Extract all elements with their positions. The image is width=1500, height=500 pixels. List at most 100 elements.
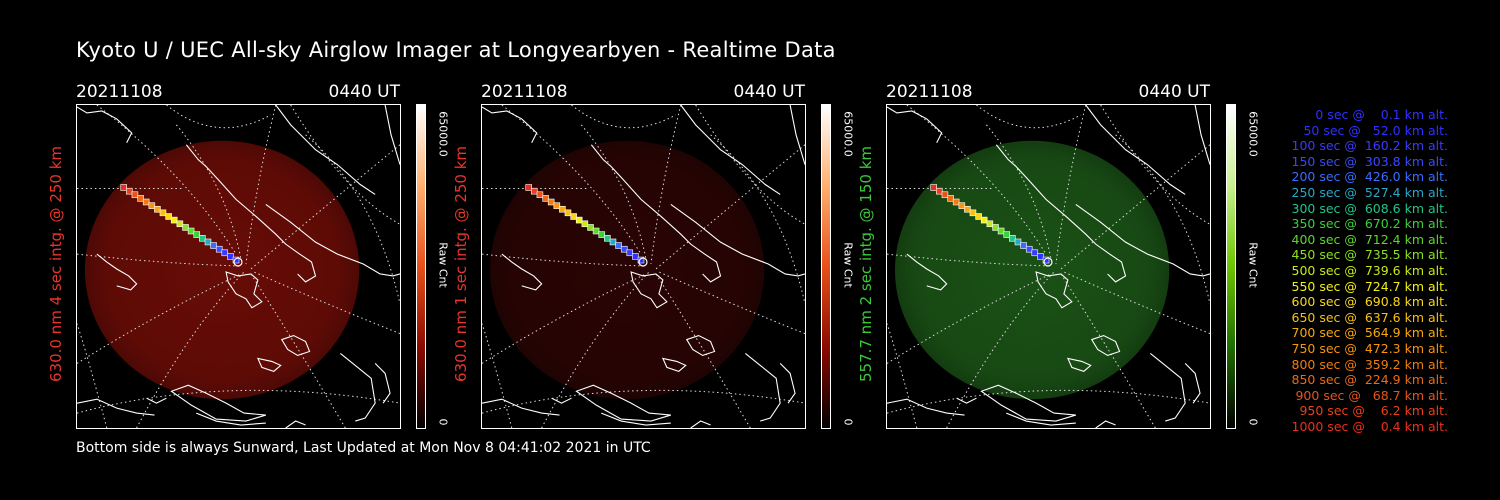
graticule-line (655, 144, 805, 270)
panel-side-label: 630.0 nm 1 sec intg. @ 250 km (452, 145, 470, 383)
panel-date: 20211108 (886, 82, 973, 102)
coastline (956, 397, 977, 404)
colorbar-min-wrap: 0 (436, 415, 450, 429)
graticule-line (976, 105, 1082, 129)
trajectory-marker (1020, 242, 1027, 249)
graticule-line (1055, 105, 1087, 265)
graticule-line (1060, 273, 1156, 428)
coastline (96, 253, 138, 291)
graticule-line (1115, 134, 1210, 304)
trajectory-marker (176, 220, 184, 228)
graticule-line (501, 105, 642, 255)
trajectory-marker (609, 238, 617, 246)
panel-date: 20211108 (76, 82, 163, 102)
launch-site-marker (638, 257, 648, 267)
colorbar-unit-wrap: Raw Cnt (841, 240, 855, 290)
colorbar-unit-wrap: Raw Cnt (436, 240, 450, 290)
coastline (1095, 420, 1116, 428)
trajectory-marker (1042, 256, 1050, 264)
coastline (501, 253, 543, 291)
graticule-line (887, 389, 1210, 414)
coastline (170, 384, 266, 422)
airglow-disk (489, 140, 765, 400)
trajectory-marker (581, 220, 589, 228)
trajectory-marker (632, 253, 639, 260)
trajectory-marker (1014, 238, 1022, 246)
trajectory-marker (587, 224, 594, 231)
trajectory-marker (637, 256, 645, 264)
footer-note: Bottom side is always Sunward, Last Upda… (76, 440, 651, 456)
page-title: Kyoto U / UEC All-sky Airglow Imager at … (76, 38, 836, 62)
legend-row: 400 sec @ 712.4 km alt. (1291, 231, 1448, 247)
coastline (482, 106, 538, 144)
colorbar-max-wrap: 65000.0 (436, 104, 450, 164)
graticule-line (245, 105, 277, 265)
legend-row: 800 sec @ 359.2 km alt. (1291, 356, 1448, 372)
coastline (1035, 271, 1073, 309)
trajectory-marker (975, 213, 982, 220)
trajectory-marker (154, 205, 161, 213)
coastline (601, 412, 671, 426)
legend-row: 500 sec @ 739.6 km alt. (1291, 262, 1448, 278)
coastline (185, 144, 317, 283)
trajectory-marker (570, 213, 577, 220)
legend-row: 200 sec @ 426.0 km alt. (1291, 169, 1448, 185)
trajectory-marker (187, 227, 195, 235)
airglow-disk (84, 140, 360, 400)
coastline (77, 106, 133, 144)
coastline (1150, 353, 1186, 422)
trajectory-marker (199, 234, 206, 242)
trajectory-marker (530, 187, 538, 195)
trajectory-marker (947, 195, 954, 202)
coastline (745, 353, 781, 422)
trajectory-marker (626, 249, 634, 257)
imager-panel: 20211108 0440 UT 557.7 nm 2 sec intg. @ … (857, 80, 1296, 440)
coastline (887, 106, 943, 144)
coastline (77, 398, 155, 416)
legend-row: 150 sec @ 303.8 km alt. (1291, 153, 1448, 169)
panel-side-label: 630.0 nm 4 sec intg. @ 250 km (47, 145, 65, 383)
coastline (789, 105, 805, 165)
colorbar-min: 0 (841, 418, 855, 426)
trajectory-marker (1009, 234, 1016, 242)
trajectory-marker (193, 231, 201, 238)
trajectory-marker (1031, 249, 1039, 257)
trajectory-marker (210, 242, 217, 249)
colorbar-max: 65000.0 (841, 111, 855, 157)
coastline (225, 271, 263, 309)
trajectory-marker (1025, 245, 1033, 253)
trajectory-marker (598, 231, 606, 238)
coastline (265, 203, 400, 277)
coastline (275, 105, 376, 195)
trajectory-marker (215, 245, 223, 253)
allsky-map (886, 104, 1211, 429)
coastline (1075, 203, 1210, 277)
trajectory-marker (592, 227, 600, 235)
trajectory-marker (980, 216, 988, 224)
coastline (906, 253, 948, 291)
coastline (630, 271, 668, 309)
coastline (482, 398, 560, 416)
airglow-disk (894, 140, 1170, 400)
allsky-map-svg (77, 105, 400, 428)
graticule-line (77, 253, 241, 267)
graticule-line (655, 273, 751, 428)
coastline (340, 353, 376, 422)
graticule-line (290, 105, 400, 225)
trajectory-marker (997, 227, 1005, 235)
trajectory-marker (964, 205, 971, 213)
allsky-map (76, 104, 401, 429)
graticule-line (250, 144, 400, 270)
trajectory-marker (227, 253, 234, 260)
allsky-map (481, 104, 806, 429)
graticule-line (305, 134, 400, 304)
legend-row: 900 sec @ 68.7 km alt. (1295, 387, 1448, 403)
trajectory-marker (958, 202, 966, 209)
graticule-line (906, 105, 1047, 255)
graticule-line (96, 105, 237, 255)
trajectory-marker (182, 224, 189, 231)
trajectory-marker (221, 249, 229, 257)
coastline (196, 412, 266, 426)
trajectory-marker (165, 213, 172, 220)
colorbar-max-wrap: 65000.0 (841, 104, 855, 164)
